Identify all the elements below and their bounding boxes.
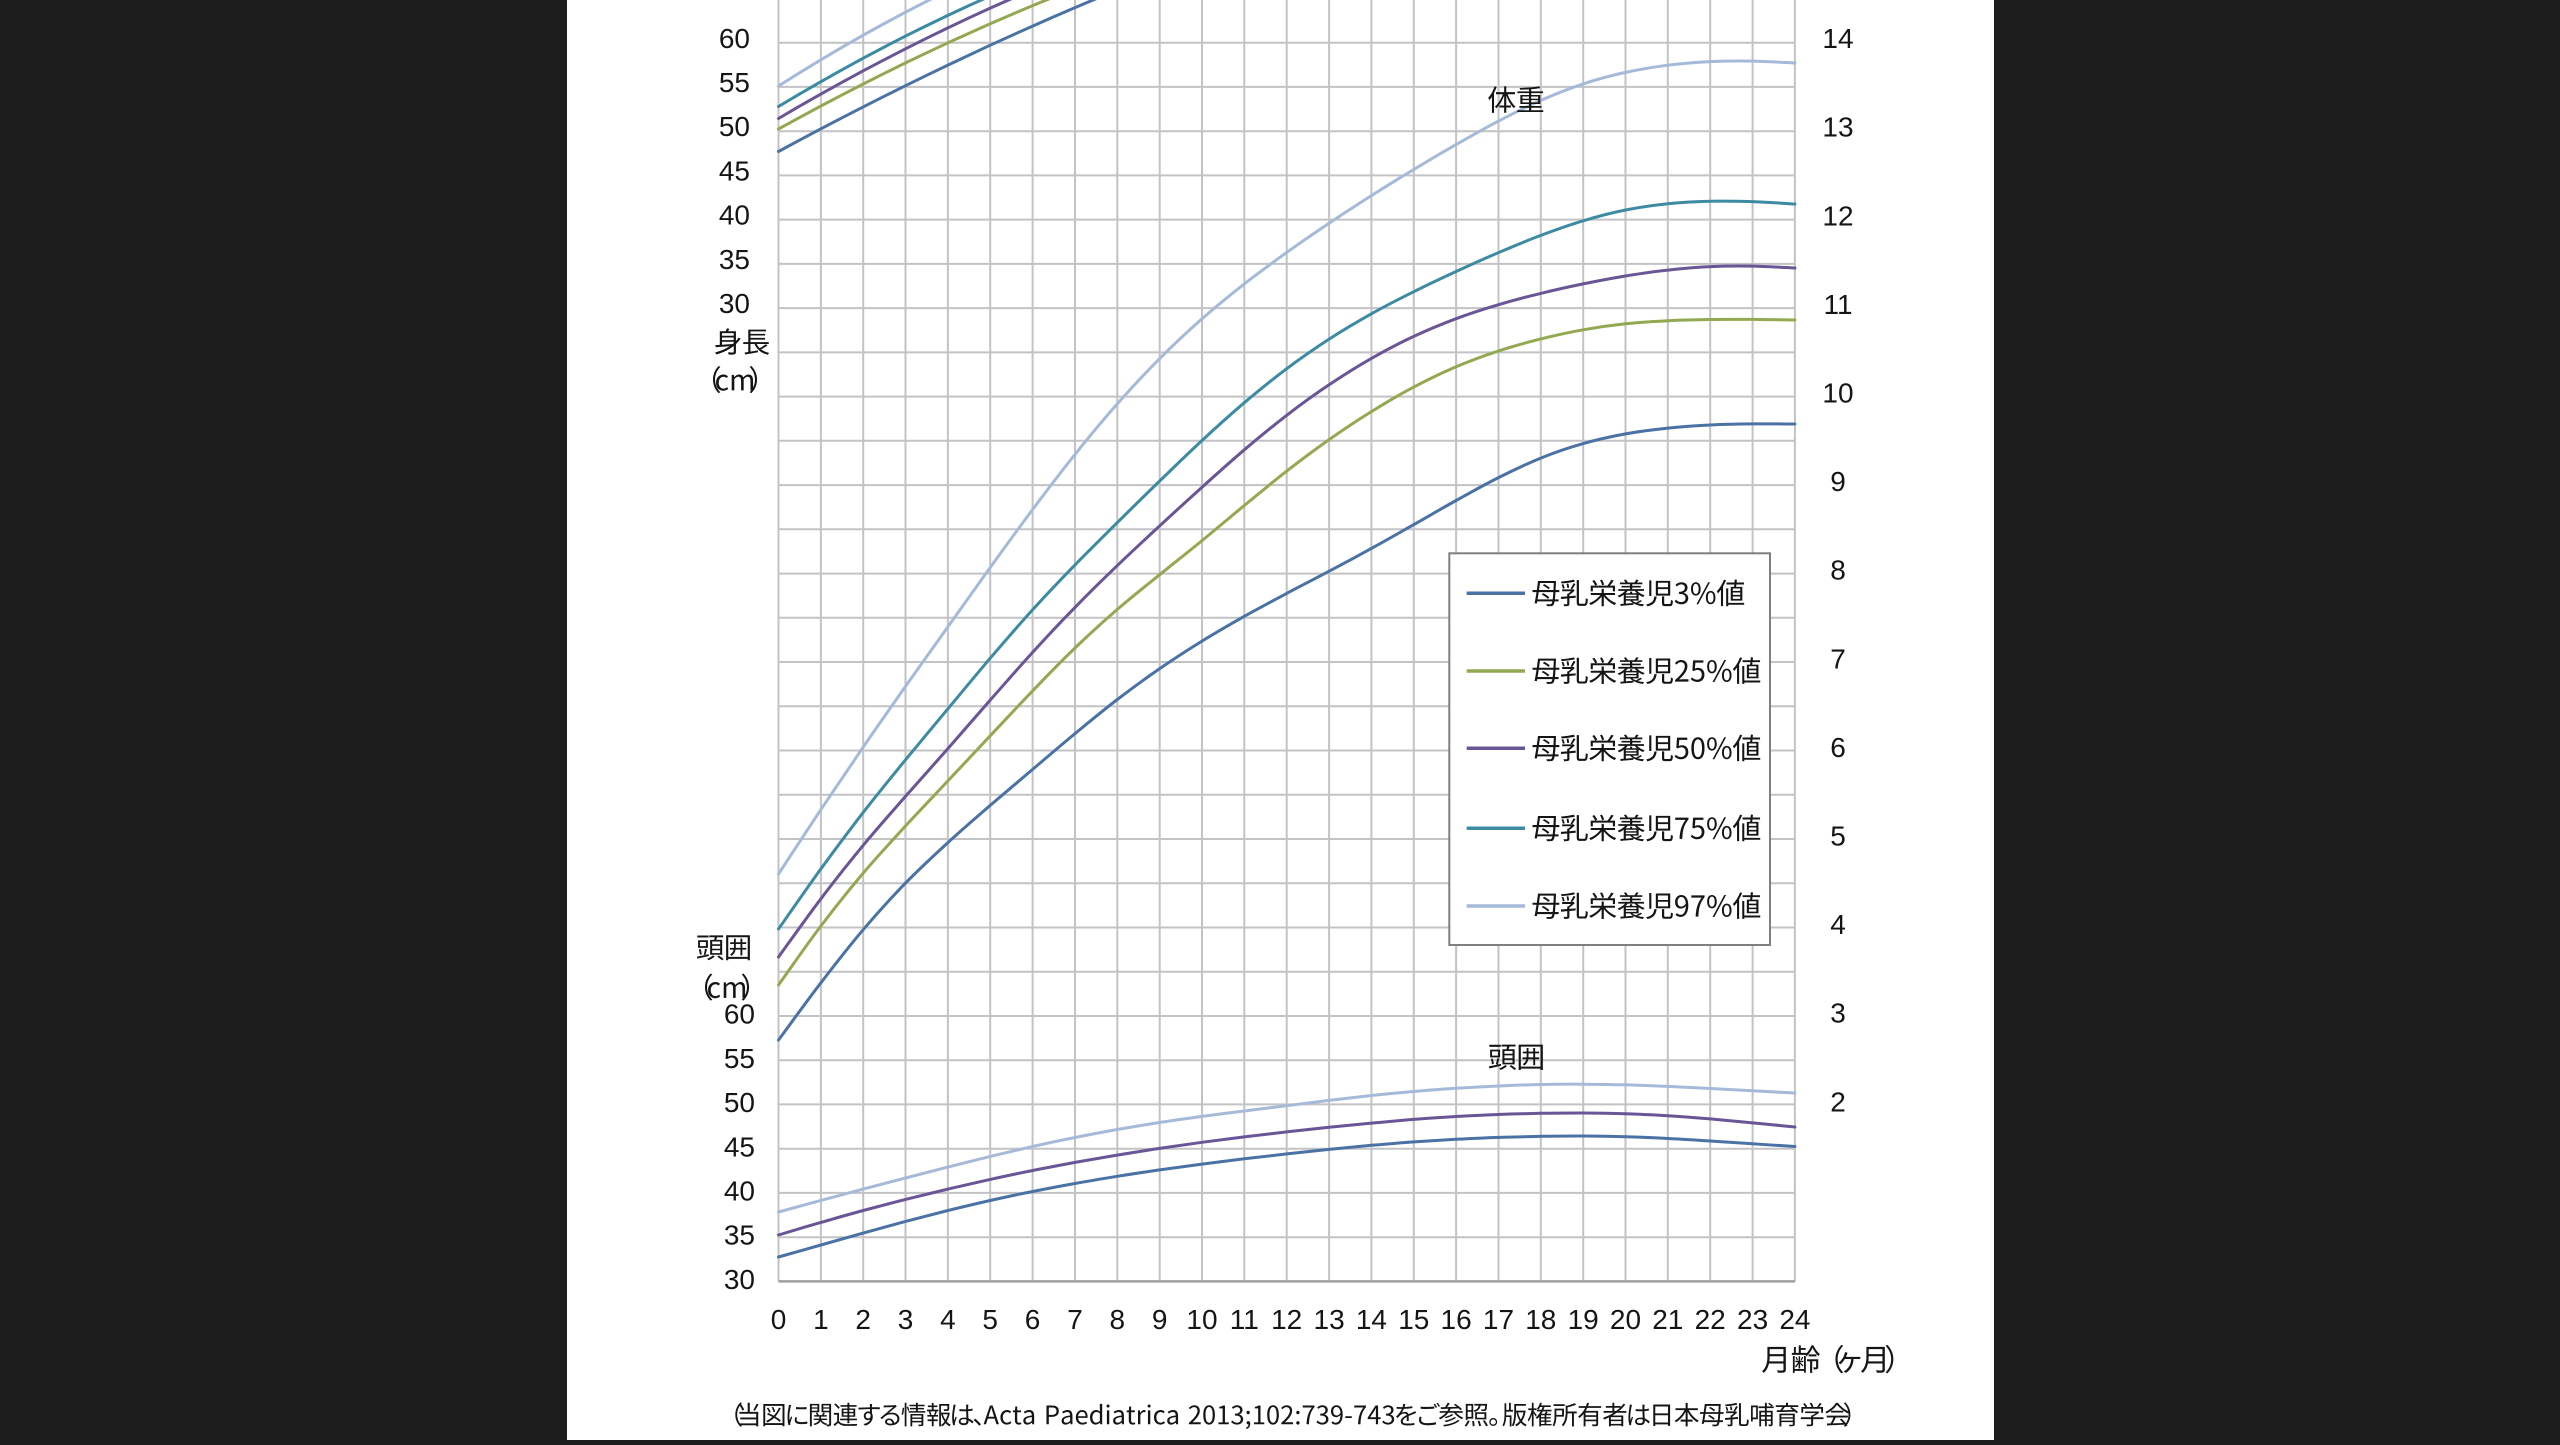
svg-text:21: 21 [1652,1304,1683,1335]
svg-text:15: 15 [1398,1304,1429,1335]
svg-text:40: 40 [724,1176,755,1207]
svg-text:22: 22 [1695,1304,1726,1335]
svg-text:6: 6 [1830,732,1846,763]
svg-text:7: 7 [1067,1304,1083,1335]
svg-text:20: 20 [1610,1304,1641,1335]
svg-text:18: 18 [1525,1304,1556,1335]
svg-text:4: 4 [1830,909,1846,940]
svg-text:16: 16 [1441,1304,1472,1335]
svg-text:13: 13 [1314,1304,1345,1335]
svg-text:19: 19 [1568,1304,1599,1335]
svg-text:5: 5 [982,1304,998,1335]
svg-text:60: 60 [724,999,755,1030]
svg-text:55: 55 [719,67,750,98]
svg-text:23: 23 [1737,1304,1768,1335]
svg-text:11: 11 [1823,289,1852,320]
svg-text:6: 6 [1025,1304,1041,1335]
svg-text:13: 13 [1822,112,1853,143]
svg-text:10: 10 [1186,1304,1217,1335]
svg-text:12: 12 [1822,200,1853,231]
svg-text:50: 50 [724,1087,755,1118]
svg-text:12: 12 [1271,1304,1302,1335]
svg-text:55: 55 [724,1043,755,1074]
svg-text:4: 4 [940,1304,956,1335]
svg-text:35: 35 [724,1220,755,1251]
svg-text:40: 40 [719,200,750,231]
svg-text:45: 45 [719,156,750,187]
svg-text:30: 30 [724,1264,755,1295]
svg-text:5: 5 [1830,821,1846,852]
svg-text:2: 2 [855,1304,871,1335]
svg-text:50: 50 [719,111,750,142]
svg-text:9: 9 [1830,466,1846,497]
svg-text:45: 45 [724,1131,755,1162]
svg-text:7: 7 [1830,643,1846,674]
svg-text:11: 11 [1230,1304,1259,1335]
svg-text:10: 10 [1822,378,1853,409]
svg-text:2: 2 [1830,1086,1846,1117]
svg-text:17: 17 [1483,1304,1514,1335]
svg-text:8: 8 [1110,1304,1126,1335]
svg-text:8: 8 [1830,555,1846,586]
svg-text:3: 3 [1830,998,1846,1029]
svg-text:0: 0 [771,1304,787,1335]
svg-text:60: 60 [719,23,750,54]
svg-text:14: 14 [1822,23,1853,54]
svg-text:24: 24 [1779,1304,1810,1335]
svg-text:35: 35 [719,244,750,275]
svg-text:3: 3 [898,1304,914,1335]
svg-text:14: 14 [1356,1304,1387,1335]
svg-text:9: 9 [1152,1304,1168,1335]
svg-text:30: 30 [719,288,750,319]
svg-text:1: 1 [813,1304,829,1335]
